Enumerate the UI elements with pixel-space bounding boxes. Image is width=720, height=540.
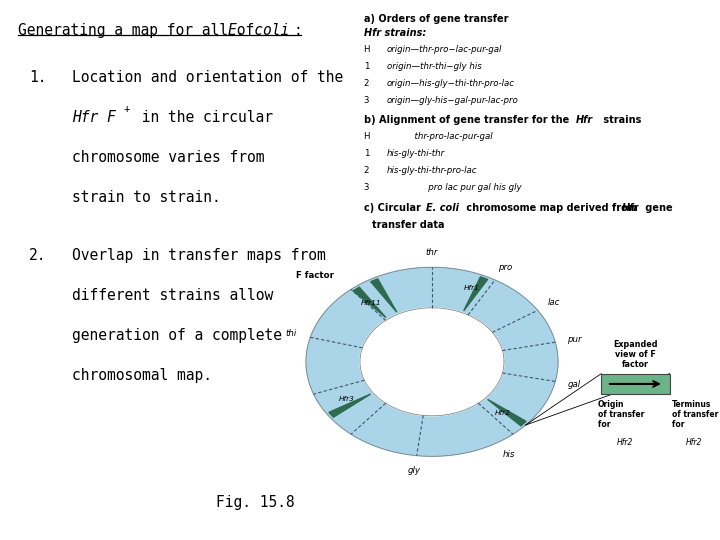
Text: Generating a map for all of: Generating a map for all of (18, 23, 263, 38)
Text: Expanded
view of F
factor: Expanded view of F factor (613, 340, 657, 369)
Text: Hfr1: Hfr1 (464, 286, 480, 292)
Polygon shape (353, 287, 386, 318)
Text: thr: thr (426, 248, 438, 257)
Polygon shape (487, 400, 526, 426)
Text: F factor: F factor (297, 271, 334, 280)
Text: chromosomal map.: chromosomal map. (72, 368, 212, 383)
Text: his: his (503, 450, 516, 459)
Text: E. coli: E. coli (426, 203, 459, 213)
Text: pur: pur (567, 335, 582, 343)
Text: origin—gly-his−gal-pur-lac-pro: origin—gly-his−gal-pur-lac-pro (387, 96, 518, 105)
Polygon shape (360, 308, 504, 416)
Text: his-gly-thi-thr: his-gly-thi-thr (387, 149, 445, 158)
Text: 2: 2 (364, 166, 369, 175)
Text: :: : (293, 23, 302, 38)
Text: H: H (364, 132, 370, 141)
Text: E. coli: E. coli (228, 23, 289, 38)
Polygon shape (329, 394, 371, 417)
Text: Hfr2: Hfr2 (685, 438, 702, 448)
Text: Hfr: Hfr (576, 115, 593, 125)
Text: gene: gene (642, 203, 673, 213)
Text: chromosome map derived from: chromosome map derived from (463, 203, 641, 213)
Text: strains: strains (600, 115, 641, 125)
Text: Hfr2: Hfr2 (495, 410, 511, 416)
Text: his-gly-thi-thr-pro-lac: his-gly-thi-thr-pro-lac (387, 166, 477, 175)
Polygon shape (306, 267, 558, 456)
Text: Hfr2: Hfr2 (617, 438, 634, 448)
Text: b) Alignment of gene transfer for the: b) Alignment of gene transfer for the (364, 115, 572, 125)
Text: a) Orders of gene transfer: a) Orders of gene transfer (364, 14, 508, 24)
Text: 3: 3 (364, 96, 369, 105)
Text: Hfr strains:: Hfr strains: (364, 28, 426, 38)
Text: Hfr F: Hfr F (72, 110, 116, 125)
Text: Origin
of transfer
for: Origin of transfer for (598, 400, 644, 429)
FancyBboxPatch shape (601, 374, 670, 394)
Text: Overlap in transfer maps from: Overlap in transfer maps from (72, 248, 325, 264)
Text: origin—his-gly−thi-thr-pro-lac: origin—his-gly−thi-thr-pro-lac (387, 79, 515, 88)
Text: Hfr: Hfr (621, 203, 639, 213)
Text: Fig. 15.8: Fig. 15.8 (216, 495, 294, 510)
Text: different strains allow: different strains allow (72, 288, 274, 303)
Polygon shape (464, 277, 487, 311)
Text: thi: thi (286, 329, 297, 338)
Text: 1: 1 (364, 149, 369, 158)
Text: lac: lac (548, 298, 560, 307)
Text: 2.: 2. (29, 248, 46, 264)
Text: gly: gly (408, 465, 420, 475)
Text: Location and orientation of the: Location and orientation of the (72, 70, 343, 85)
Text: gal: gal (567, 380, 581, 389)
Text: +: + (124, 104, 130, 114)
Text: c) Circular: c) Circular (364, 203, 424, 213)
Text: 1: 1 (364, 62, 369, 71)
Text: H: H (364, 45, 370, 55)
Text: chromosome varies from: chromosome varies from (72, 150, 264, 165)
Text: Terminus
of transfer
for: Terminus of transfer for (672, 400, 718, 429)
Text: thr-pro-lac-pur-gal: thr-pro-lac-pur-gal (387, 132, 492, 141)
Text: strain to strain.: strain to strain. (72, 190, 221, 205)
Text: pro lac pur gal his gly: pro lac pur gal his gly (387, 183, 521, 192)
Text: pro: pro (498, 263, 512, 272)
Text: Hfr3: Hfr3 (338, 396, 354, 402)
Text: 3: 3 (364, 183, 369, 192)
Text: origin—thr-thi−gly his: origin—thr-thi−gly his (387, 62, 482, 71)
Text: 1.: 1. (29, 70, 46, 85)
Text: origin—thr-pro−lac-pur-gal: origin—thr-pro−lac-pur-gal (387, 45, 502, 55)
Text: transfer data: transfer data (372, 220, 445, 231)
Text: generation of a complete: generation of a complete (72, 328, 282, 343)
Text: 2: 2 (364, 79, 369, 88)
Text: Hfr11: Hfr11 (361, 300, 382, 306)
Text: in the circular: in the circular (133, 110, 273, 125)
Polygon shape (371, 279, 397, 312)
